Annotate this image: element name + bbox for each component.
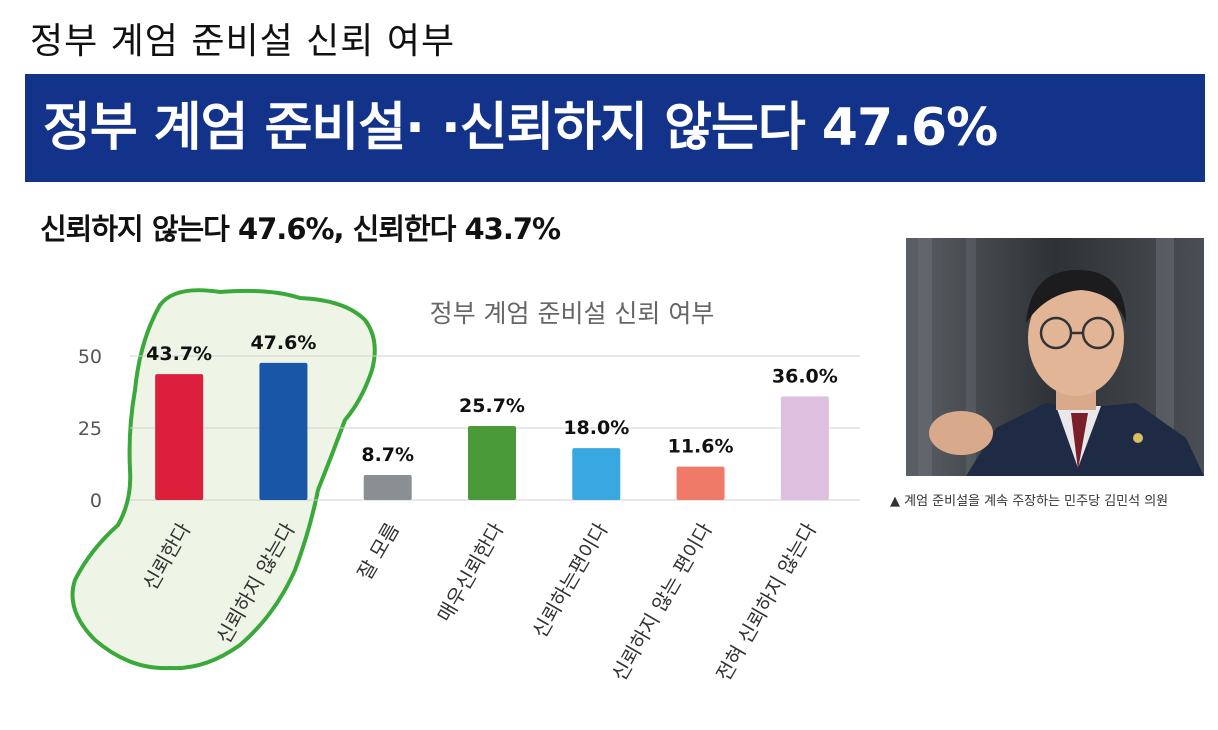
bar	[155, 374, 204, 500]
highlight-outline	[70, 288, 377, 671]
politician-photo	[906, 238, 1204, 476]
y-tick-label: 25	[78, 418, 102, 440]
data-label: 25.7%	[459, 395, 525, 417]
bar	[259, 362, 308, 500]
data-label: 36.0%	[772, 365, 838, 387]
bar	[780, 396, 829, 500]
x-tick-label: 신뢰하는편이다	[527, 519, 612, 643]
chart-title: 정부 계엄 준비설 신뢰 여부	[430, 299, 715, 328]
bar	[572, 448, 621, 500]
headline-banner: 정부 계엄 준비설· ·신뢰하지 않는다 47.6%	[25, 74, 1205, 182]
data-label: 8.7%	[361, 444, 414, 466]
data-label: 43.7%	[146, 343, 212, 365]
photo-caption: ▲ 계엄 준비설을 계속 주장하는 민주당 김민석 의원	[890, 494, 1169, 509]
kicker-title: 정부 계엄 준비설 신뢰 여부	[30, 21, 456, 62]
bar	[676, 466, 725, 500]
x-tick-label: 신뢰하지 않는 편이다	[607, 519, 717, 685]
data-label: 18.0%	[563, 417, 629, 439]
y-tick-label: 50	[78, 346, 102, 368]
data-label: 47.6%	[250, 332, 316, 354]
bar	[468, 425, 516, 500]
subheadline: 신뢰하지 않는다 47.6%, 신뢰한다 43.7%	[40, 212, 561, 246]
x-tick-label: 전혀 신뢰하지 않는다	[711, 519, 821, 685]
x-tick-label: 잘 모름	[352, 519, 404, 584]
y-tick-label: 0	[90, 490, 102, 512]
data-label: 11.6%	[668, 436, 734, 458]
x-tick-label: 매우신뢰한다	[432, 519, 508, 627]
bar	[363, 474, 412, 500]
